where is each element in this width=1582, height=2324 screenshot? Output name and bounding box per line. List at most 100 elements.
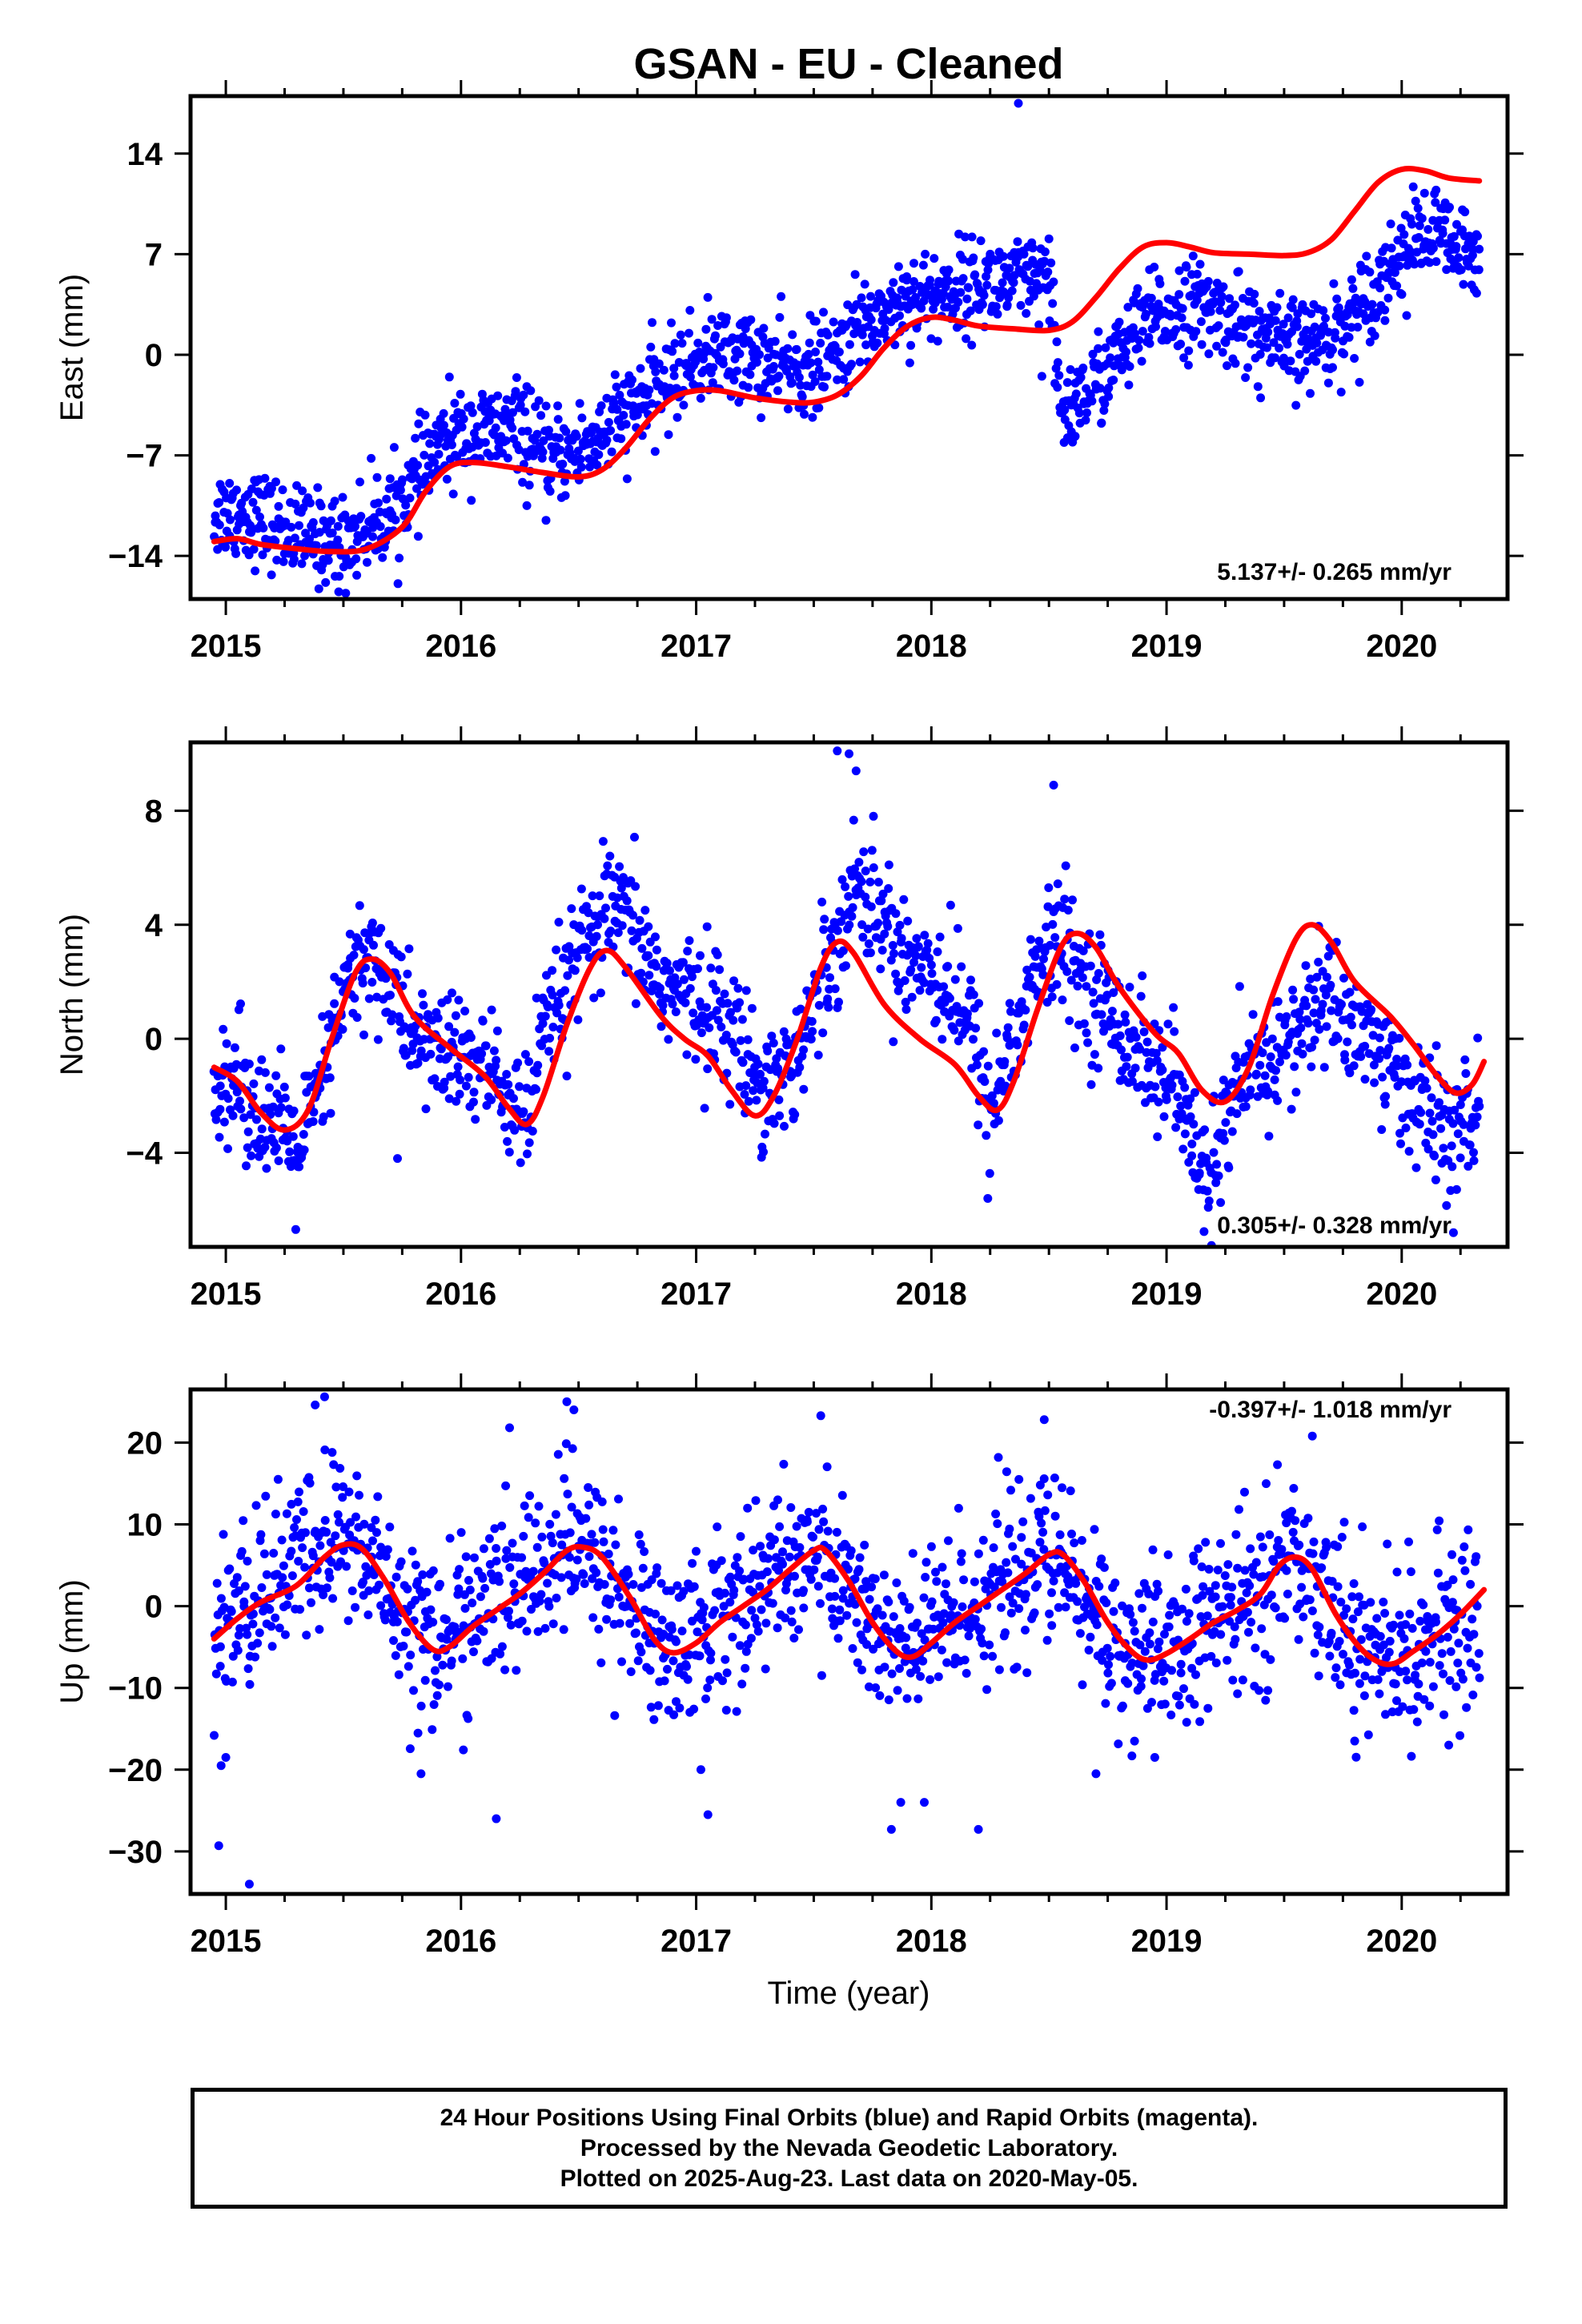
data-point [395, 553, 404, 563]
data-point [652, 945, 661, 955]
data-point [1392, 281, 1402, 291]
data-point [1146, 293, 1156, 303]
data-point [1106, 353, 1115, 363]
data-point [866, 292, 875, 301]
data-point [469, 1647, 478, 1657]
data-point [857, 330, 867, 340]
data-point [927, 1597, 937, 1606]
data-point [1271, 316, 1280, 325]
data-point [1227, 1582, 1237, 1592]
data-point [1329, 279, 1339, 288]
data-point [1271, 1603, 1280, 1613]
data-point [756, 1542, 765, 1551]
data-point [237, 1546, 247, 1556]
data-point [970, 270, 980, 279]
data-point [252, 1115, 261, 1124]
data-point [905, 358, 914, 368]
data-point [823, 994, 833, 1003]
data-point [1002, 1558, 1011, 1567]
data-point [215, 1104, 225, 1114]
data-point [835, 1616, 845, 1626]
data-point [1339, 349, 1349, 359]
data-point [299, 1145, 309, 1155]
data-point [628, 911, 637, 920]
data-point [813, 1051, 823, 1059]
data-point [394, 1670, 404, 1679]
data-point [561, 427, 571, 436]
data-point [1235, 1505, 1243, 1514]
data-point [994, 1453, 1003, 1462]
data-point [1291, 400, 1301, 410]
data-point [387, 1010, 397, 1019]
data-point [1005, 1524, 1014, 1534]
data-point [411, 1595, 420, 1605]
data-point [1233, 1563, 1243, 1573]
data-point [442, 474, 452, 484]
data-point [307, 1598, 315, 1607]
data-point [524, 1513, 533, 1522]
data-point [518, 477, 528, 487]
data-point [717, 1022, 726, 1031]
data-point [535, 1596, 544, 1606]
data-point [1012, 1663, 1022, 1672]
data-point [616, 434, 626, 444]
data-point [656, 1578, 666, 1588]
data-point [622, 474, 632, 484]
y-axis-title: North (mm) [54, 914, 90, 1076]
data-point [1435, 1661, 1444, 1671]
data-point [1146, 1639, 1154, 1649]
data-point [1263, 1686, 1273, 1695]
data-point [600, 914, 609, 923]
data-point [721, 1655, 730, 1664]
data-point [1379, 1598, 1388, 1606]
data-point [901, 1633, 911, 1642]
data-point [762, 1567, 772, 1577]
data-point [733, 1553, 742, 1562]
data-point [756, 1069, 765, 1079]
data-point [246, 1110, 255, 1120]
data-point [1160, 327, 1170, 336]
data-point [1468, 1614, 1477, 1624]
data-point [430, 1074, 440, 1084]
data-point [548, 1538, 557, 1548]
data-point [532, 1542, 542, 1552]
data-point [845, 920, 854, 930]
data-point [382, 494, 391, 504]
data-point [1310, 1035, 1319, 1045]
data-point [1273, 1096, 1283, 1105]
data-point [560, 986, 570, 995]
data-point [1431, 198, 1440, 207]
data-point [1377, 1125, 1387, 1134]
data-point [386, 991, 395, 1000]
data-point [697, 1615, 707, 1625]
data-point [830, 1591, 840, 1601]
data-point [933, 947, 942, 956]
data-point [606, 1595, 616, 1605]
data-point [1307, 309, 1316, 319]
data-point [413, 1577, 423, 1586]
data-point [1435, 1098, 1443, 1108]
data-point [749, 1086, 758, 1096]
data-point [534, 396, 544, 405]
data-point [1390, 1072, 1399, 1082]
data-point [240, 1582, 250, 1591]
data-point [794, 1625, 803, 1634]
data-point [1016, 300, 1026, 310]
data-point [838, 946, 848, 955]
data-point [877, 946, 887, 955]
data-point [769, 1119, 779, 1128]
data-point [897, 285, 906, 295]
data-point [1201, 1538, 1211, 1547]
data-point [880, 324, 889, 333]
data-point [1127, 1076, 1137, 1086]
data-point [1115, 1031, 1125, 1040]
data-point [873, 338, 882, 348]
x-tick-label: 2018 [896, 1277, 967, 1312]
data-point [1332, 294, 1342, 304]
data-point [359, 1519, 369, 1529]
data-point [544, 1047, 554, 1056]
data-point [861, 866, 870, 876]
data-point [1250, 289, 1259, 299]
data-point [1403, 1060, 1412, 1070]
data-point [1218, 348, 1227, 357]
